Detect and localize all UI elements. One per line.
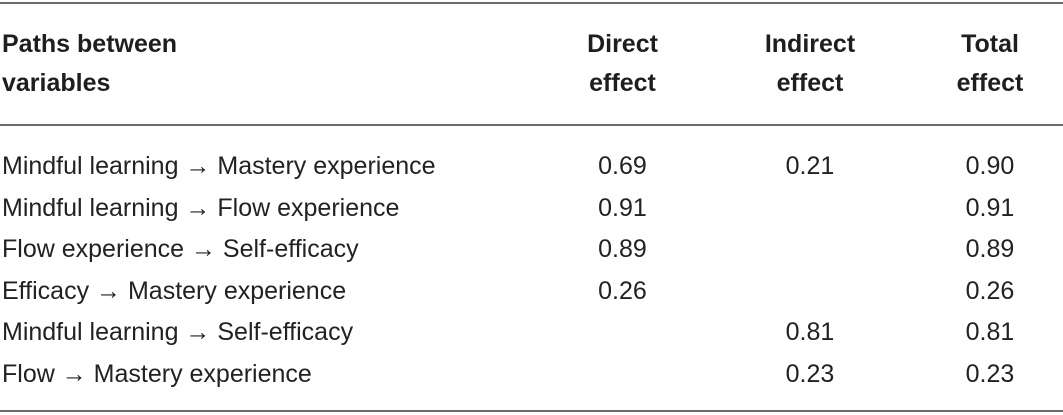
table-row: Flow → Mastery experience 0.23 0.23 <box>0 354 1063 395</box>
table-bottom-rule <box>0 410 1063 412</box>
direct-effect-cell: 0.69 <box>598 152 647 180</box>
header-direct-line1: Direct <box>587 30 658 58</box>
header-direct-line2: effect <box>589 69 656 97</box>
table-row: Efficacy → Mastery experience 0.26 0.26 <box>0 271 1063 312</box>
path-cell: Mindful learning → Self-efficacy <box>2 318 354 346</box>
path-cell: Flow experience → Self-efficacy <box>2 235 359 263</box>
header-paths-line2: variables <box>2 69 111 97</box>
header-indirect-line2: effect <box>776 69 844 97</box>
total-effect-cell: 0.81 <box>965 318 1015 346</box>
indirect-effect-cell: 0.81 <box>785 318 835 346</box>
header-total-line1: Total <box>961 30 1019 58</box>
direct-effect-cell: 0.89 <box>598 235 647 263</box>
indirect-effect-cell: 0.23 <box>785 360 835 388</box>
table-row: Mindful learning → Self-efficacy 0.81 0.… <box>0 312 1063 353</box>
header-total-line2: effect <box>956 69 1024 97</box>
table-row: Flow experience → Self-efficacy 0.89 0.8… <box>0 229 1063 270</box>
header-indirect: Indirect effect <box>740 25 880 103</box>
total-effect-cell: 0.26 <box>965 277 1015 305</box>
path-cell: Mindful learning → Mastery experience <box>2 152 436 180</box>
direct-effect-cell: 0.91 <box>598 194 647 222</box>
table-top-rule <box>0 2 1063 4</box>
header-total: Total effect <box>930 25 1050 103</box>
total-effect-cell: 0.91 <box>965 194 1015 222</box>
table-row: Mindful learning → Mastery experience 0.… <box>0 146 1063 187</box>
table-row: Mindful learning → Flow experience 0.91 … <box>0 188 1063 229</box>
total-effect-cell: 0.23 <box>965 360 1015 388</box>
direct-effect-cell: 0.26 <box>598 277 647 305</box>
path-cell: Efficacy → Mastery experience <box>2 277 347 305</box>
header-indirect-line1: Indirect <box>764 30 856 58</box>
path-cell: Mindful learning → Flow experience <box>2 194 400 222</box>
total-effect-cell: 0.89 <box>965 235 1015 263</box>
total-effect-cell: 0.90 <box>965 152 1015 180</box>
header-paths: Paths between variables <box>2 25 177 103</box>
path-cell: Flow → Mastery experience <box>2 360 312 388</box>
header-paths-line1: Paths between <box>2 30 178 58</box>
header-direct: Direct effect <box>560 25 685 103</box>
indirect-effect-cell: 0.21 <box>785 152 835 180</box>
table-header-rule <box>0 124 1063 126</box>
